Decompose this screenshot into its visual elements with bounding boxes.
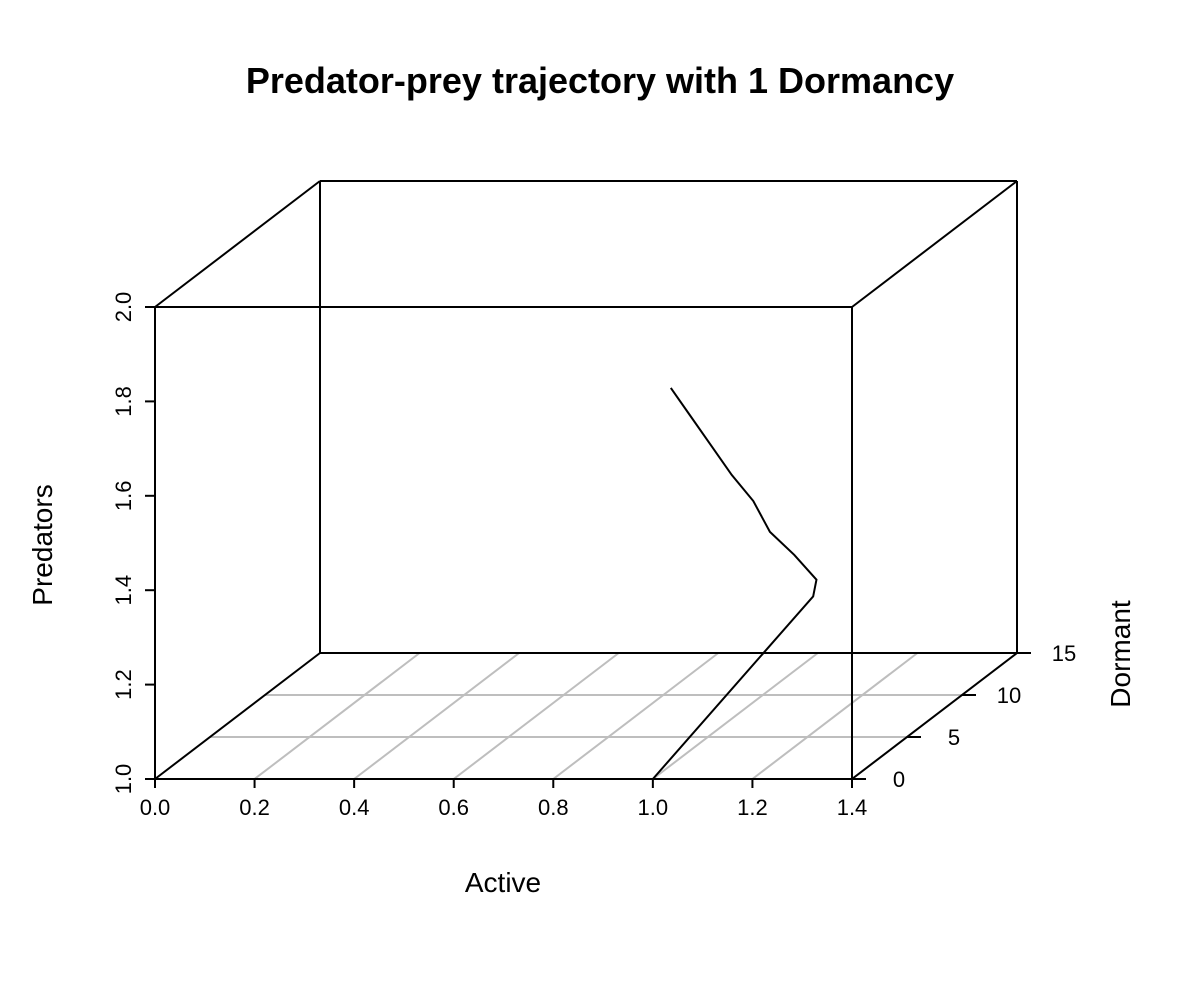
z-tick-label: 1.2 xyxy=(111,669,136,700)
left-bottom-depth-edge xyxy=(154,652,321,780)
grid-line-x-1.0 xyxy=(652,652,819,780)
grid-line-x-0.4 xyxy=(353,652,520,780)
z-tick-label: 1.6 xyxy=(111,481,136,512)
trajectory-layer xyxy=(652,387,818,780)
x-tick-label: 1.0 xyxy=(638,795,669,820)
grid-line-x-0.8 xyxy=(552,652,719,780)
left-top-depth-edge xyxy=(154,180,321,308)
z-tick-label: 1.0 xyxy=(111,764,136,795)
x-tick-label: 0.0 xyxy=(140,795,171,820)
y-tick-label: 5 xyxy=(948,725,960,750)
x-tick-label: 0.4 xyxy=(339,795,370,820)
y-tick-label: 15 xyxy=(1052,641,1076,666)
x-tick-label: 0.8 xyxy=(538,795,569,820)
grid-line-x-1.2 xyxy=(751,652,919,780)
x-axis-label: Active xyxy=(465,867,541,898)
x-tick-label: 0.6 xyxy=(438,795,469,820)
y-axis: 0 5 10 15 xyxy=(852,641,1076,792)
y-tick-label: 0 xyxy=(893,767,905,792)
chart-title: Predator-prey trajectory with 1 Dormancy xyxy=(246,60,954,101)
right-top-depth-edge xyxy=(851,180,1018,308)
plot-box xyxy=(154,180,1018,780)
y-axis-label: Dormant xyxy=(1105,600,1136,708)
right-bottom-depth-edge xyxy=(851,652,1018,780)
x-axis: 0.0 0.2 0.4 0.6 0.8 1.0 1.2 1.4 xyxy=(140,779,868,820)
floor-grid xyxy=(210,652,1018,780)
z-tick-label: 1.8 xyxy=(111,386,136,417)
trajectory-line-0 xyxy=(652,387,818,780)
z-tick-label: 2.0 xyxy=(111,292,136,323)
z-axis: 1.0 1.2 1.4 1.6 1.8 2.0 xyxy=(111,292,155,795)
z-axis-label: Predators xyxy=(27,484,58,605)
grid-line-x-0.6 xyxy=(453,652,620,780)
y-tick-label: 10 xyxy=(997,683,1021,708)
grid-line-x-0.2 xyxy=(253,652,421,780)
x-tick-label: 1.4 xyxy=(837,795,868,820)
x-tick-label: 0.2 xyxy=(239,795,270,820)
z-tick-label: 1.4 xyxy=(111,575,136,606)
x-tick-label: 1.2 xyxy=(737,795,768,820)
